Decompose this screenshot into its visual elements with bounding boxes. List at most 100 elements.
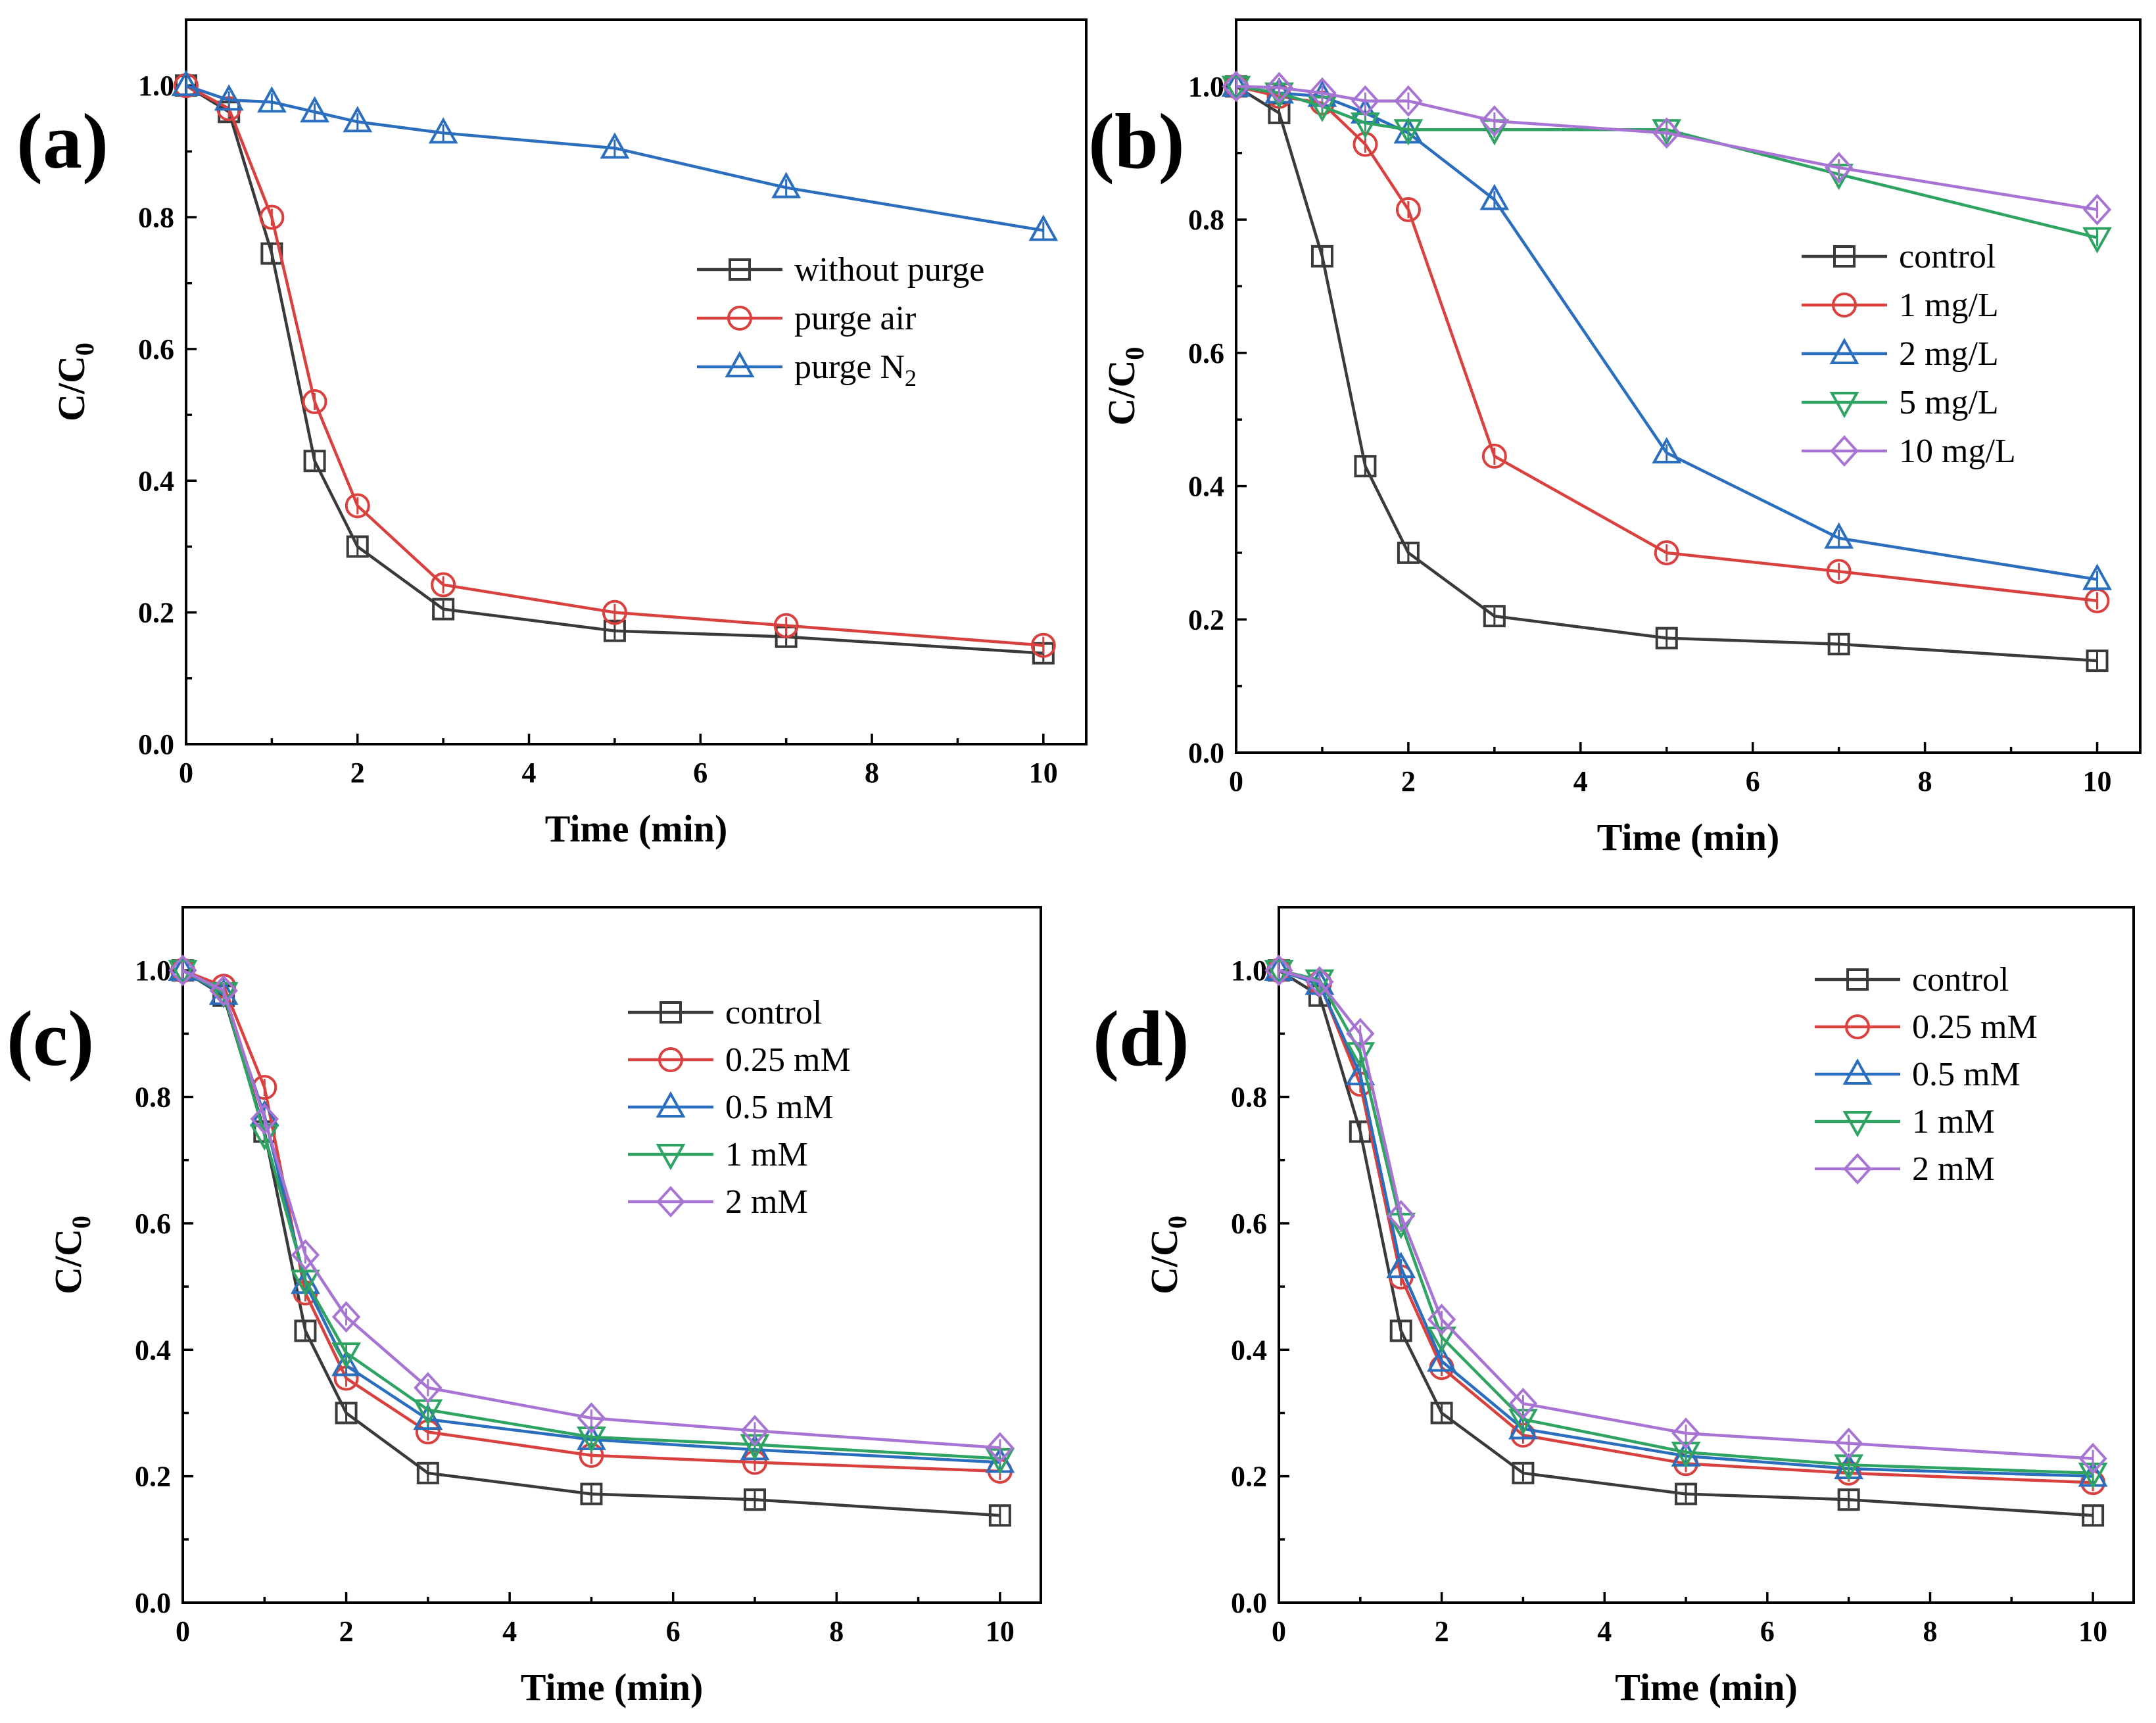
data-point: [1222, 70, 1251, 103]
legend-label: control: [1912, 961, 2009, 999]
y-tick-label: 0.0: [1231, 1587, 1267, 1619]
data-point: [294, 1319, 317, 1342]
legend-label: 2 mM: [725, 1183, 808, 1221]
x-tick-label: 2: [339, 1615, 354, 1647]
legend-marker: [1846, 968, 1869, 991]
data-point: [168, 955, 197, 987]
legend-label: control: [1899, 238, 1996, 275]
y-tick-label: 0.6: [138, 333, 174, 366]
legend-marker: [656, 1144, 686, 1171]
data-point: [2078, 1442, 2107, 1475]
data-point: [1483, 605, 1506, 628]
legend-label: control: [725, 994, 822, 1031]
y-axis-title-sub: 0: [1120, 347, 1149, 360]
data-point: [773, 613, 799, 638]
data-point: [335, 1402, 358, 1425]
data-point: [1393, 119, 1424, 146]
data-point: [1480, 105, 1509, 137]
series-4: [1222, 70, 2112, 225]
data-point: [1652, 117, 1681, 149]
data-point: [1427, 1345, 1457, 1372]
legend-label-main: 1 mg/L: [1899, 287, 1999, 324]
x-tick-label: 8: [1918, 765, 1932, 797]
data-point: [300, 96, 329, 123]
panel-letter: (d): [1093, 995, 1189, 1082]
plot-frame: [181, 906, 1042, 1604]
data-point: [414, 1372, 443, 1404]
legend-label: 5 mg/L: [1899, 384, 1999, 421]
y-tick-label: 1.0: [138, 70, 174, 102]
data-point: [577, 1402, 606, 1434]
legend-marker: [1845, 1014, 1870, 1039]
data-point: [1387, 1200, 1416, 1232]
data-point: [2082, 193, 2112, 225]
legend-label: 1 mM: [725, 1136, 808, 1173]
legend-label-main: 1 mM: [725, 1136, 808, 1173]
y-axis-title: C/C0: [47, 1216, 96, 1294]
y-tick-label: 0.6: [135, 1208, 171, 1240]
data-point: [986, 1432, 1015, 1464]
data-point: [291, 1239, 320, 1271]
data-point: [1481, 443, 1507, 469]
y-tick-label: 0.6: [1188, 337, 1224, 369]
data-point: [740, 1415, 769, 1447]
x-tick-label: 10: [1029, 757, 1058, 789]
legend-label-main: 2 mg/L: [1899, 335, 1999, 373]
series-0: [1268, 959, 2105, 1527]
data-point: [214, 84, 244, 111]
y-tick-label: 0.4: [1231, 1334, 1267, 1366]
x-tick-label: 8: [865, 757, 879, 789]
legend-marker: [656, 1091, 686, 1118]
data-point: [1671, 1417, 1700, 1450]
data-point: [1354, 455, 1377, 478]
legend-label-main: 1 mM: [1912, 1103, 1995, 1141]
legend-label-main: purge air: [794, 300, 916, 337]
legend-label-main: purge N: [794, 348, 905, 386]
y-axis-title-main: C/C: [50, 356, 93, 421]
x-tick-label: 6: [666, 1615, 681, 1647]
x-tick-label: 2: [350, 757, 365, 789]
data-point: [291, 1269, 320, 1296]
legend-label-main: 0.25 mM: [1912, 1008, 2038, 1046]
legend-marker: [725, 350, 755, 377]
data-point: [1346, 1018, 1375, 1050]
x-tick-label: 8: [1923, 1615, 1937, 1647]
data-point: [1386, 1252, 1416, 1279]
data-point: [343, 106, 373, 133]
x-tick-label: 0: [176, 1615, 190, 1647]
legend-label: 0.5 mM: [1912, 1056, 2021, 1093]
x-axis-title: Time (min): [1615, 1666, 1798, 1709]
series-1: [174, 73, 1056, 658]
panel-letter: (a): [16, 97, 108, 185]
y-axis-title: C/C0: [50, 342, 99, 421]
legend-label: 2 mg/L: [1899, 335, 1999, 373]
data-point: [1389, 1319, 1412, 1342]
data-point: [1305, 969, 1335, 996]
data-point: [580, 1482, 603, 1505]
x-axis-title: Time (min): [521, 1666, 704, 1709]
data-point: [1827, 632, 1850, 655]
y-tick-label: 0.4: [138, 465, 174, 497]
data-point: [600, 132, 630, 159]
data-point: [2082, 1504, 2105, 1527]
legend-label-main: 2 mM: [1912, 1150, 1995, 1188]
data-point: [603, 619, 626, 642]
panel-letter: (b): [1088, 97, 1185, 185]
x-axis-title: Time (min): [545, 807, 728, 850]
data-point: [171, 70, 201, 97]
legend-label-sub: 2: [905, 365, 917, 391]
y-tick-label: 1.0: [1231, 955, 1267, 987]
data-point: [1030, 632, 1056, 658]
legend-marker: [1829, 337, 1859, 364]
x-tick-label: 4: [1597, 1615, 1612, 1647]
data-point: [331, 1342, 361, 1369]
y-tick-label: 0.8: [1231, 1081, 1267, 1114]
y-axis-title-main: C/C: [1143, 1229, 1186, 1294]
legend-label-main: control: [1912, 961, 2009, 999]
legend: control 0.25 mM 0.5 mM 1 mM 2 mM: [628, 994, 851, 1221]
data-point: [2082, 227, 2112, 254]
legend-label: 1 mM: [1912, 1103, 1995, 1141]
